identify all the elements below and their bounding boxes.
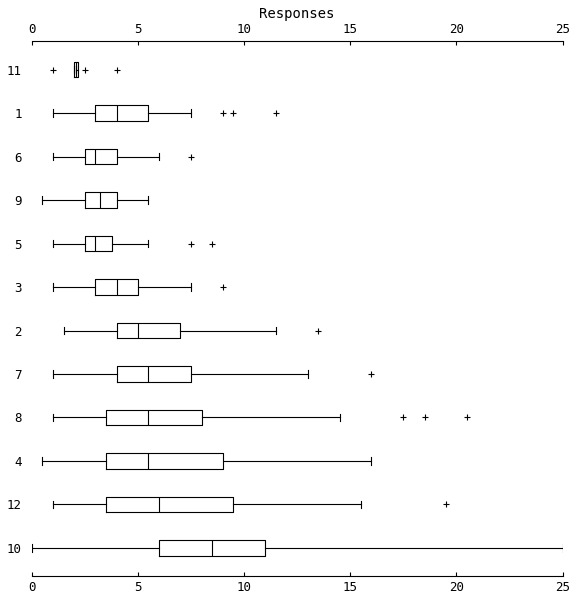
X-axis label: Responses: Responses bbox=[260, 7, 335, 21]
